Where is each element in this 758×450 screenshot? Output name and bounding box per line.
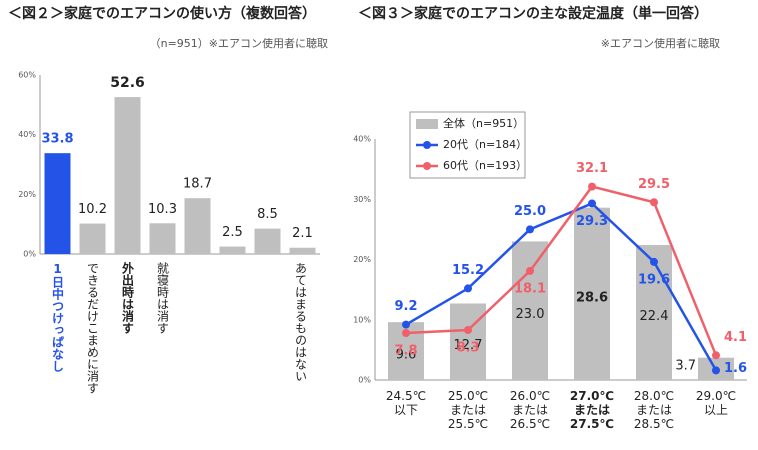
line xyxy=(405,202,718,371)
point xyxy=(650,198,658,207)
data-label: 9.2 xyxy=(394,299,417,314)
bar xyxy=(289,247,316,254)
data-label: 18.1 xyxy=(514,281,546,296)
legend-label: 20代（n=184） xyxy=(443,138,527,151)
point xyxy=(526,266,534,275)
point xyxy=(464,284,472,293)
x-tick-label: 29.0℃以上 xyxy=(696,389,736,417)
x-tick-line: 27.5℃ xyxy=(570,417,614,431)
point xyxy=(650,257,658,266)
data-label: 32.1 xyxy=(576,161,608,176)
x-tick-line: 以下 xyxy=(394,403,418,417)
bar xyxy=(219,246,246,254)
data-label: 7.8 xyxy=(394,344,417,359)
chart-title: ＜図３＞家庭でのエアコンの主な設定温度（単一回答） xyxy=(358,5,708,22)
legend-swatch xyxy=(423,162,431,170)
x-tick-line: 以上 xyxy=(704,403,728,417)
line xyxy=(405,185,718,356)
bar xyxy=(636,245,672,380)
y-tick-label: 20% xyxy=(353,255,371,264)
chart-subtitle: ※エアコン使用者に聴取 xyxy=(601,37,720,50)
x-tick-label: 1日中つけっぱなし xyxy=(51,262,65,372)
data-label: 23.0 xyxy=(516,307,545,322)
data-label: 2.1 xyxy=(292,226,313,241)
y-tick-label: 60% xyxy=(18,71,36,80)
x-tick-line: または xyxy=(450,403,486,417)
x-tick-line: 28.5℃ xyxy=(634,417,674,431)
point xyxy=(402,320,410,329)
bar xyxy=(44,153,71,254)
y-tick-label: 0% xyxy=(358,376,371,385)
chart-title: ＜図２＞家庭でのエアコンの使い方（複数回答） xyxy=(8,5,316,22)
point xyxy=(588,199,596,208)
x-tick-line: 24.5℃ xyxy=(386,389,426,403)
data-label: 12.7 xyxy=(454,338,483,353)
point xyxy=(464,325,472,334)
x-tick-label: 27.0℃または 27.5℃ xyxy=(570,389,614,431)
x-tick-line: または xyxy=(574,403,610,417)
y-tick-label: 10% xyxy=(353,315,371,324)
bar xyxy=(184,198,211,254)
x-tick-label: できるだけこまめに消す xyxy=(86,262,100,394)
data-label: 2.5 xyxy=(222,225,243,240)
x-tick-label: 就寝時は消す xyxy=(156,262,170,334)
data-label: 29.5 xyxy=(638,177,670,192)
y-tick-label: 20% xyxy=(18,190,36,199)
data-label: 8.3 xyxy=(456,340,479,355)
x-tick-line: 26.0℃ xyxy=(510,389,550,403)
x-tick-line: 28.0℃ xyxy=(634,389,674,403)
point xyxy=(526,225,534,234)
legend-swatch xyxy=(416,119,438,129)
data-label: 28.6 xyxy=(576,290,608,305)
chart-subtitle: （n=951）※エアコン使用者に聴取 xyxy=(150,37,328,50)
data-label: 33.8 xyxy=(41,132,73,147)
x-tick-line: または xyxy=(636,403,672,417)
x-tick-line: 25.5℃ xyxy=(448,417,488,431)
point xyxy=(712,366,720,375)
legend-label: 全体（n=951） xyxy=(443,116,524,130)
bar xyxy=(574,207,610,380)
x-tick-line: 25.0℃ xyxy=(448,389,488,403)
bar xyxy=(254,228,281,254)
data-label: 1.6 xyxy=(724,361,747,376)
x-tick-label: 外出時は消す xyxy=(121,261,135,334)
data-label: 25.0 xyxy=(514,204,546,219)
x-tick-line: 26.5℃ xyxy=(510,417,550,431)
data-label: 10.2 xyxy=(78,202,107,217)
data-label: 22.4 xyxy=(640,309,669,324)
data-label: 8.5 xyxy=(257,207,278,222)
data-label: 9.6 xyxy=(396,348,417,363)
data-label: 4.1 xyxy=(724,330,747,345)
point xyxy=(712,351,720,360)
point xyxy=(402,329,410,338)
x-tick-line: 27.0℃ xyxy=(570,389,614,403)
legend-swatch xyxy=(423,141,431,149)
bar xyxy=(450,303,486,380)
y-tick-label: 40% xyxy=(353,135,371,144)
bar xyxy=(512,241,548,380)
data-label: 15.2 xyxy=(452,263,484,278)
x-tick-label: 28.0℃または 28.5℃ xyxy=(634,389,674,431)
data-label: 3.7 xyxy=(675,359,696,374)
bar xyxy=(114,97,141,255)
data-label: 18.7 xyxy=(183,177,212,192)
legend-label: 60代（n=193） xyxy=(443,159,527,172)
data-label: 29.3 xyxy=(576,214,608,229)
y-tick-label: 30% xyxy=(353,195,371,204)
data-label: 52.6 xyxy=(110,75,145,91)
bar xyxy=(149,223,176,254)
data-label: 19.6 xyxy=(638,272,670,287)
bar xyxy=(79,223,106,254)
data-label: 10.3 xyxy=(148,202,177,217)
x-tick-label: 25.0℃または 25.5℃ xyxy=(448,389,488,431)
x-tick-line: 29.0℃ xyxy=(696,389,736,403)
x-tick-label: 24.5℃以下 xyxy=(386,389,426,417)
x-tick-label: あてはまるものはない xyxy=(294,262,308,382)
x-tick-line: または xyxy=(512,403,548,417)
y-tick-label: 0% xyxy=(23,250,36,259)
point xyxy=(588,182,596,191)
y-tick-label: 40% xyxy=(18,130,36,139)
x-tick-label: 26.0℃または 26.5℃ xyxy=(510,389,550,431)
